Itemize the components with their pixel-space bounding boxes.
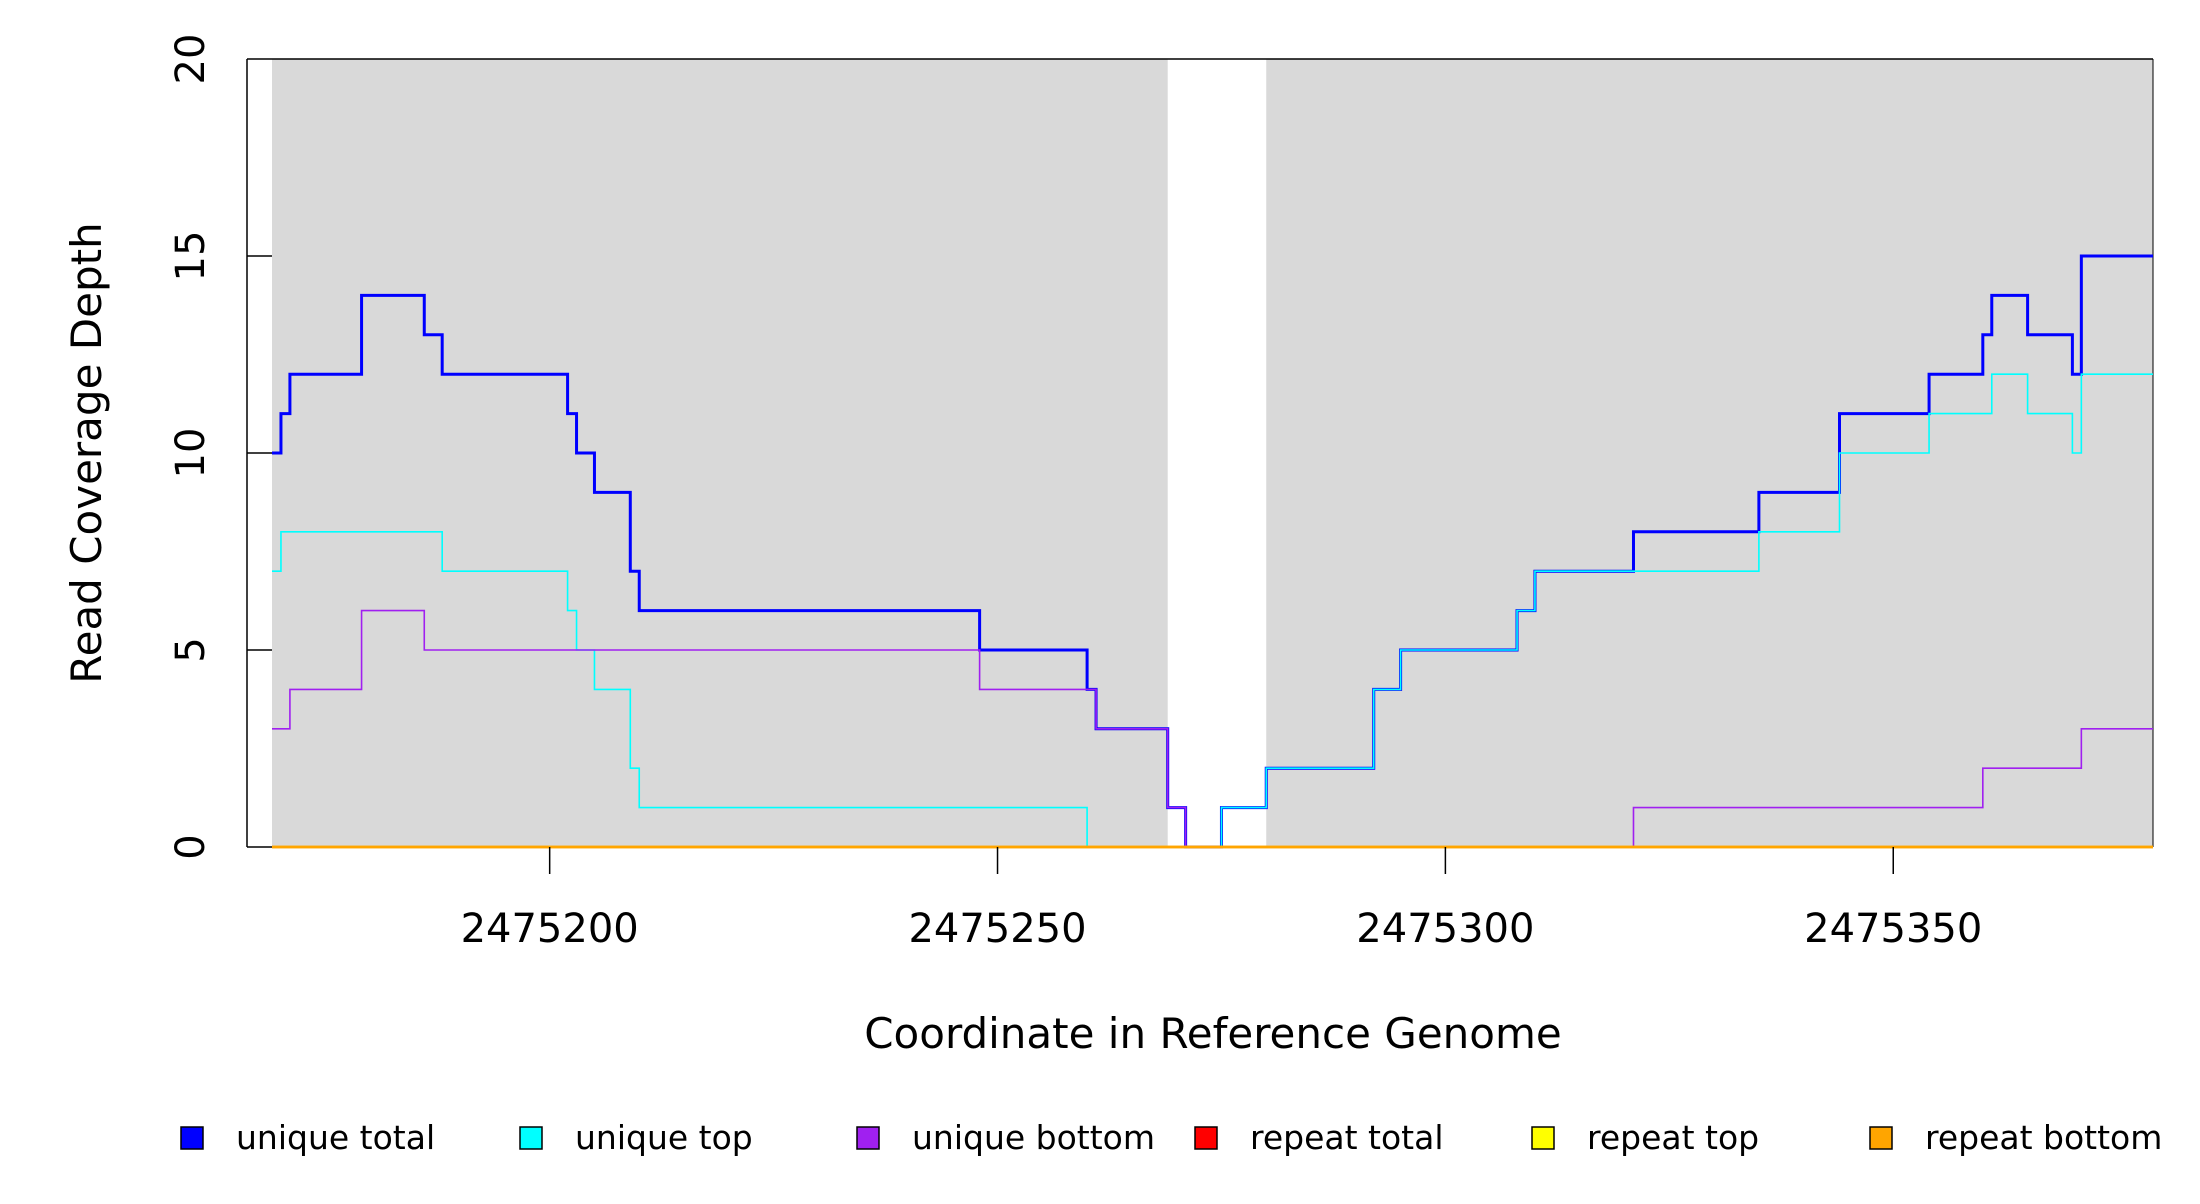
- y-axis-title: Read Coverage Depth: [62, 222, 111, 683]
- x-tick-label: 2475300: [1356, 906, 1534, 952]
- y-tick-label: 0: [168, 834, 214, 859]
- legend-item: repeat top: [1531, 1118, 1759, 1157]
- legend-label: repeat total: [1250, 1118, 1444, 1157]
- axes: 0 5 10 15 20 2475200 2475250 2475300 2475350: [168, 34, 1982, 952]
- legend-label: unique bottom: [912, 1118, 1155, 1157]
- series-lines: [272, 254, 2153, 849]
- y-tick-label: 5: [168, 637, 214, 662]
- legend-swatch: [180, 1126, 204, 1150]
- y-tick-label: 15: [168, 231, 214, 282]
- series-line-unique-bottom: [272, 609, 2153, 848]
- legend-swatch: [1531, 1126, 1555, 1150]
- shaded-region: [1266, 59, 2153, 847]
- legend-item: repeat total: [1194, 1118, 1444, 1157]
- y-tick-label: 10: [168, 428, 214, 479]
- legend-swatch: [519, 1126, 543, 1150]
- legend-label: repeat bottom: [1925, 1118, 2162, 1157]
- x-tick-label: 2475350: [1804, 906, 1982, 952]
- legend-item: unique bottom: [856, 1118, 1155, 1157]
- legend: unique total unique top unique bottom repea…: [180, 1118, 2162, 1157]
- legend-label: repeat top: [1587, 1118, 1759, 1157]
- plot-background: [272, 58, 2154, 847]
- legend-label: unique total: [236, 1118, 435, 1157]
- legend-swatch: [1869, 1126, 1893, 1150]
- legend-swatch: [1194, 1126, 1218, 1150]
- y-tick-label: 20: [168, 34, 214, 85]
- series-line-unique-top: [272, 373, 2153, 848]
- legend-item: unique total: [180, 1118, 435, 1157]
- legend-item: repeat bottom: [1869, 1118, 2162, 1157]
- legend-swatch: [856, 1126, 880, 1150]
- legend-label: unique top: [575, 1118, 753, 1157]
- x-tick-label: 2475200: [461, 906, 639, 952]
- shaded-region: [272, 59, 1168, 847]
- x-tick-label: 2475250: [908, 906, 1086, 952]
- x-axis-title: Coordinate in Reference Genome: [864, 1009, 1562, 1058]
- legend-item: unique top: [519, 1118, 753, 1157]
